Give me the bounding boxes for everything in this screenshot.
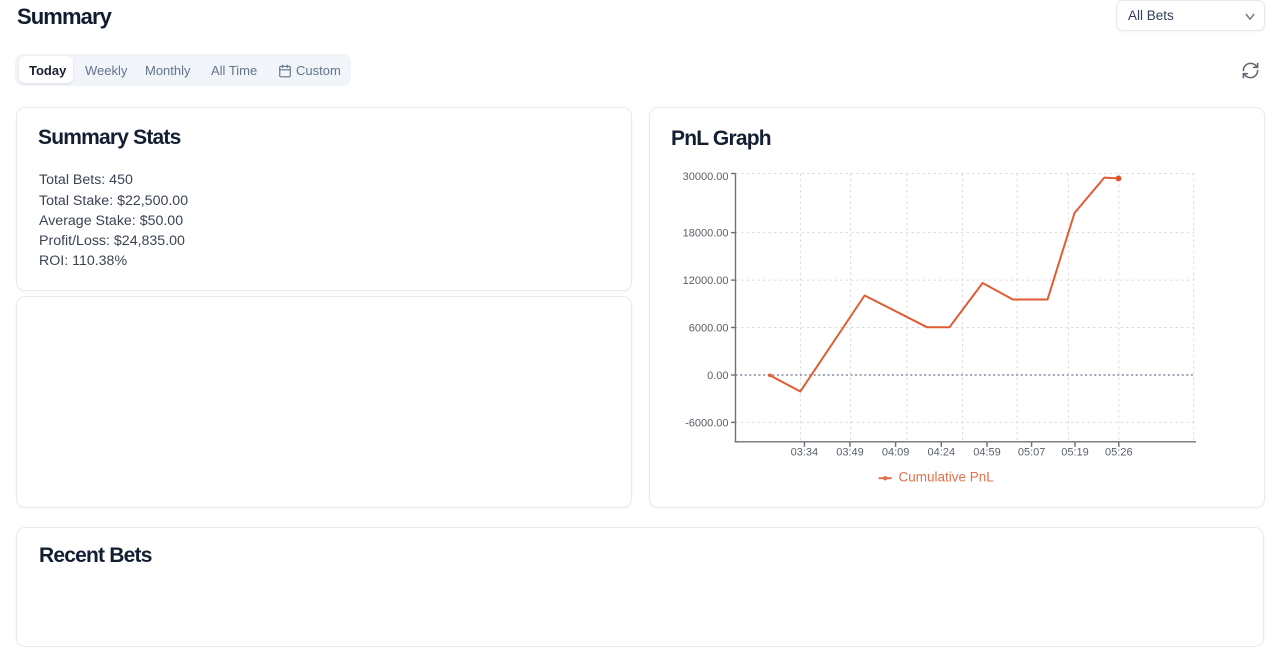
svg-text:03:34: 03:34 [791,447,819,459]
svg-text:03:49: 03:49 [836,447,864,459]
svg-text:12000.00: 12000.00 [683,275,729,287]
svg-text:04:59: 04:59 [973,447,1001,459]
svg-text:05:26: 05:26 [1105,447,1133,459]
svg-text:05:07: 05:07 [1018,447,1046,459]
svg-text:04:09: 04:09 [882,447,910,459]
svg-text:18000.00: 18000.00 [683,228,729,240]
svg-text:6000.00: 6000.00 [689,322,729,334]
svg-text:05:19: 05:19 [1061,447,1089,459]
svg-text:-6000.00: -6000.00 [685,417,728,429]
svg-text:30000.00: 30000.00 [683,171,729,183]
svg-text:04:24: 04:24 [928,447,956,459]
svg-text:0.00: 0.00 [707,370,728,382]
svg-text:Cumulative PnL: Cumulative PnL [899,470,995,485]
